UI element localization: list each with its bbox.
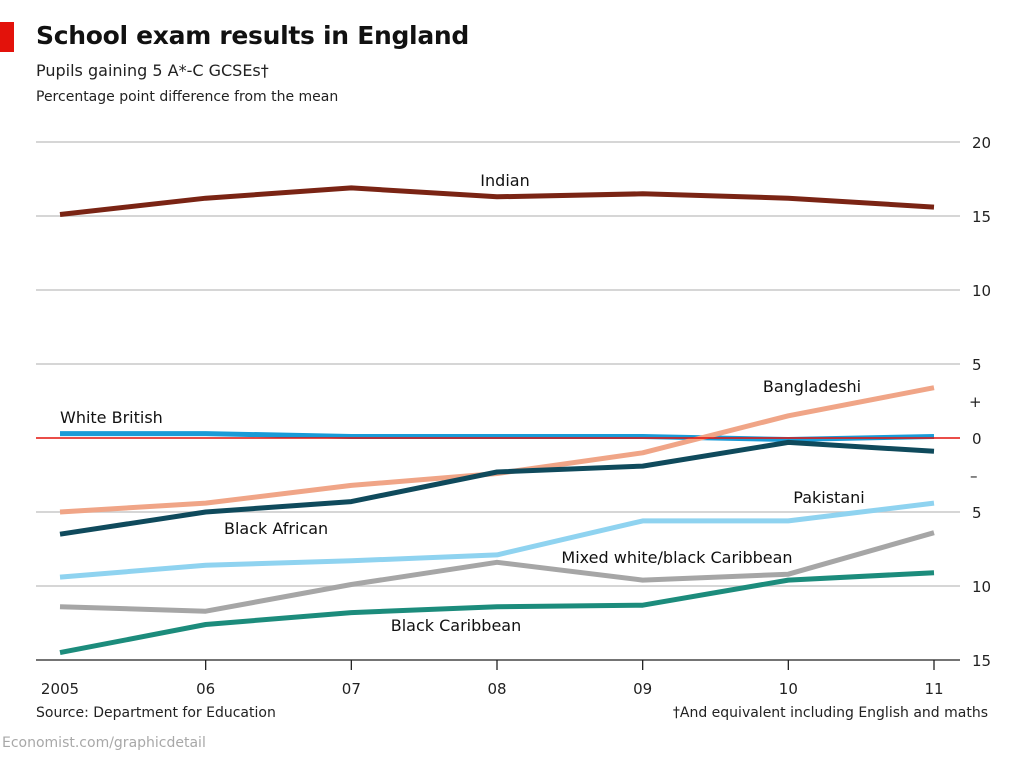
x-tick-label: 11 (924, 680, 943, 698)
series-line-black-caribbean (59, 570, 935, 656)
series-label-mixed-white-black-caribbean: Mixed white/black Caribbean (561, 548, 792, 567)
series-line-black-african (59, 439, 935, 537)
series-label-pakistani: Pakistani (793, 488, 864, 507)
y-tick-label: 0 (972, 430, 982, 448)
x-tick-label: 10 (779, 680, 798, 698)
x-tick-label: 07 (342, 680, 361, 698)
series-line-pakistani (59, 500, 935, 580)
series-line-mixed-white-black-caribbean (59, 530, 935, 614)
series-label-black-caribbean: Black Caribbean (391, 616, 521, 635)
series-label-indian: Indian (480, 171, 529, 190)
source-note: Source: Department for Education (36, 705, 276, 721)
series-line-white-british (60, 431, 935, 442)
series-line-indian (59, 185, 935, 217)
x-tick-label: 06 (196, 680, 215, 698)
y-negative-sign: – (970, 467, 978, 485)
series-label-bangladeshi: Bangladeshi (763, 377, 861, 396)
chart-title: School exam results in England (36, 21, 469, 50)
credit-link[interactable]: Economist.com/graphicdetail (2, 735, 206, 751)
footnote: †And equivalent including English and ma… (672, 705, 988, 721)
series-label-white-british: White British (60, 408, 163, 427)
y-tick-label: 10 (972, 578, 991, 596)
y-tick-label: 15 (972, 652, 991, 670)
y-tick-label: 5 (972, 504, 982, 522)
y-tick-label: 15 (972, 208, 991, 226)
y-tick-label: 20 (972, 134, 991, 152)
x-tick-label: 08 (487, 680, 506, 698)
series-label-black-african: Black African (224, 519, 328, 538)
chart-unit-note: Percentage point difference from the mea… (36, 89, 339, 105)
x-tick-label: 2005 (41, 680, 79, 698)
y-tick-label: 5 (972, 356, 982, 374)
brand-red-tag (0, 22, 14, 52)
y-tick-label: 10 (972, 282, 991, 300)
chart-subtitle: Pupils gaining 5 A*-C GCSEs† (36, 61, 269, 80)
x-tick-label: 09 (633, 680, 652, 698)
y-positive-sign: + (969, 393, 982, 411)
